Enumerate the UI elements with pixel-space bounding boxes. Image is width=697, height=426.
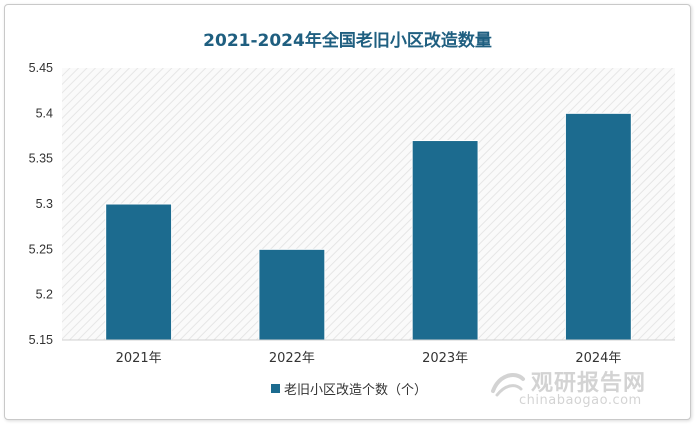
y-tick-label: 5.15 bbox=[29, 333, 53, 347]
y-tick-label: 5.45 bbox=[29, 61, 53, 75]
chart-svg: 5.15 5.2 5.25 5.3 5.35 5.4 5.45 2021年 2022年 2023… bbox=[29, 61, 675, 366]
y-tick-label: 5.25 bbox=[29, 242, 53, 256]
y-tick-label: 5.3 bbox=[36, 197, 53, 211]
y-tick-label: 5.2 bbox=[36, 288, 53, 302]
bar-2022年 bbox=[258, 248, 326, 341]
chart-title: 2021-2024年全国老旧小区改造数量 bbox=[203, 31, 492, 51]
y-tick-label: 5.4 bbox=[36, 106, 53, 120]
y-axis-tick-labels: 5.15 5.2 5.25 5.3 5.35 5.4 5.45 bbox=[29, 61, 53, 347]
bar-2021年 bbox=[105, 203, 173, 341]
bar-2023年 bbox=[411, 140, 479, 341]
bars bbox=[105, 112, 632, 341]
x-tick-label: 2023年 bbox=[422, 351, 468, 366]
x-axis-tick-labels: 2021年 2022年 2023年 2024年 bbox=[116, 351, 622, 366]
legend-label: 老旧小区改造个数（个） bbox=[284, 383, 428, 398]
legend: 老旧小区改造个数（个） bbox=[271, 379, 427, 398]
bar-2024年 bbox=[564, 112, 632, 341]
x-tick-label: 2024年 bbox=[575, 351, 621, 366]
x-tick-label: 2021年 bbox=[116, 351, 162, 366]
y-tick-label: 5.35 bbox=[29, 152, 53, 166]
legend-swatch bbox=[271, 384, 280, 393]
chart-frame: 2021-2024年全国老旧小区改造数量 5.15 5.2 5.25 5.3 5.35 5… bbox=[4, 4, 691, 420]
x-tick-label: 2022年 bbox=[269, 351, 315, 366]
